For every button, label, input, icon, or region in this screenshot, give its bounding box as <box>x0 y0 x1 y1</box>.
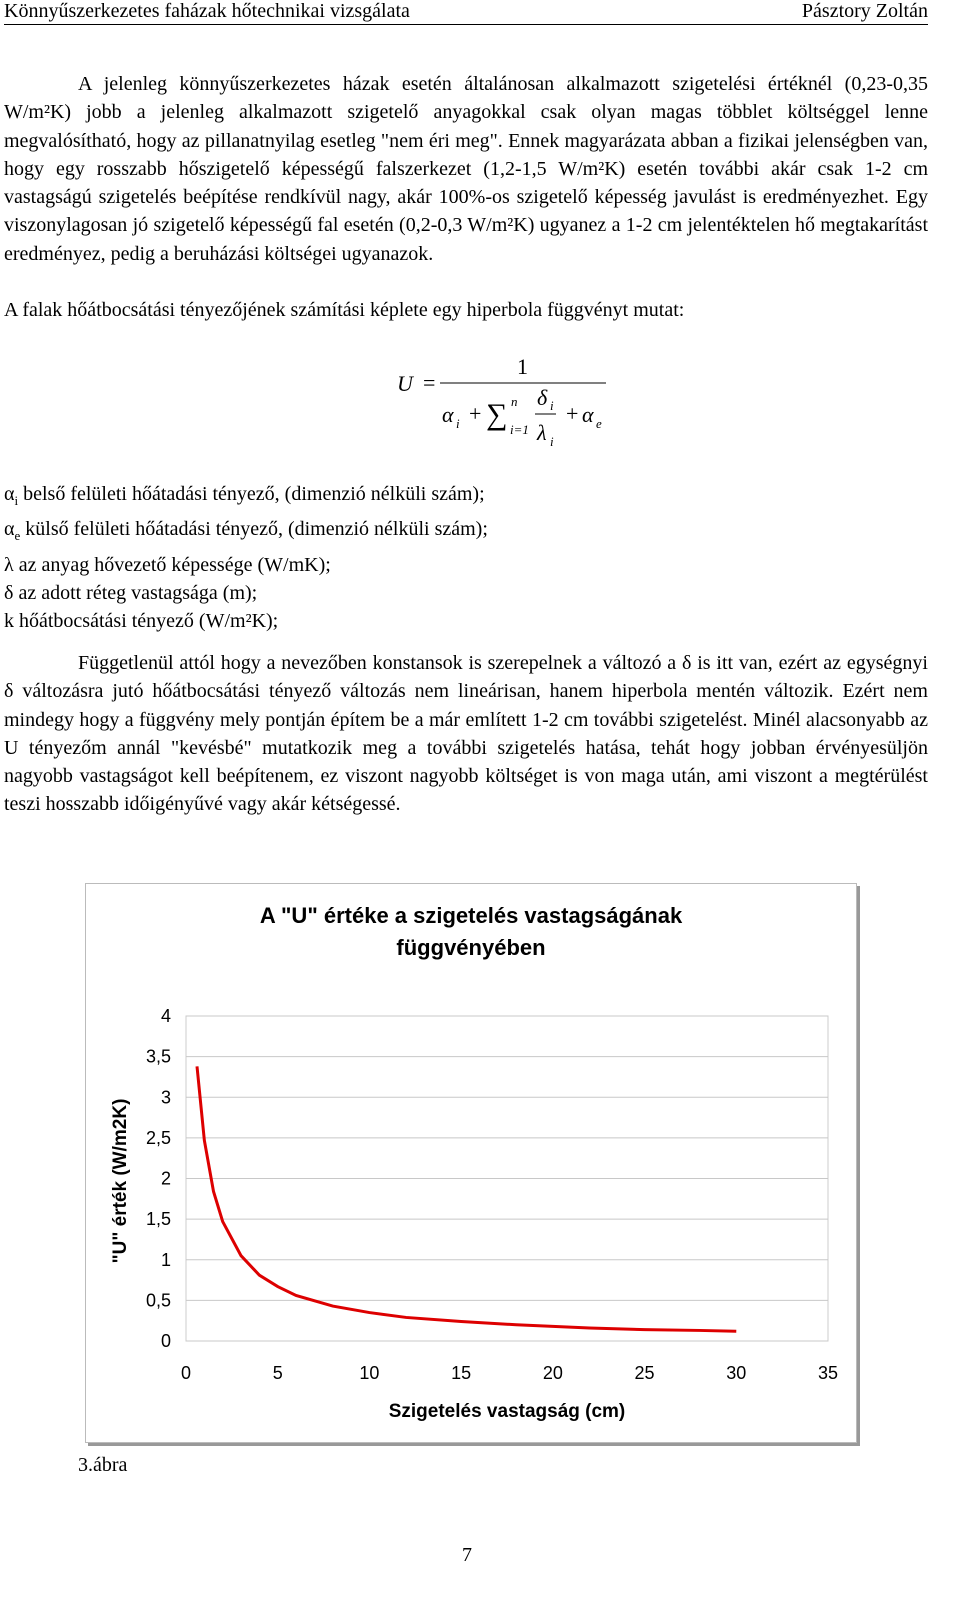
definition-text: hőátbocsátási tényező (W/m²K); <box>14 610 279 633</box>
formula-text: λ <box>536 420 547 445</box>
symbol: λ <box>4 553 14 576</box>
formula-text: δ <box>537 385 548 410</box>
formula: U = 1 α i + ∑ n i=1 δ i λ i + α e <box>397 354 606 449</box>
definition-text: külső felületi hőátadási tényező, (dimen… <box>20 518 488 541</box>
y-tick-label: 0,5 <box>146 1290 171 1310</box>
caption: 3.ábra <box>78 1454 128 1476</box>
formula-text: i <box>550 398 554 413</box>
paragraph: A falak hőátbocsátási tényezőjének számí… <box>4 299 685 321</box>
header-left: Könnyűszerkezetes faházak hőtechnikai vi… <box>4 0 410 22</box>
formula-text: n <box>511 394 518 409</box>
definition: αi belső felületi hőátadási tényező, (di… <box>4 480 488 515</box>
chart-frame: A "U" értéke a szigetelés vastagságának … <box>85 883 857 1443</box>
definition: λ az anyag hővezető képessége (W/mK); <box>4 551 488 579</box>
x-axis-label: Szigetelés vastagság (cm) <box>389 1401 626 1422</box>
header: Könnyűszerkezetes faházak hőtechnikai vi… <box>4 0 928 25</box>
subscript: e <box>14 528 21 544</box>
symbol: δ <box>4 581 14 604</box>
definition: δ az adott réteg vastagsága (m); <box>4 579 488 607</box>
formula-text: + <box>566 401 578 426</box>
x-tick-label: 0 <box>181 1363 191 1383</box>
symbol: k <box>4 610 14 633</box>
symbol: α <box>4 518 15 541</box>
definition-text: az adott réteg vastagsága (m); <box>13 581 258 604</box>
definition: αe külső felületi hőátadási tényező, (di… <box>4 515 488 550</box>
x-tick-label: 20 <box>543 1363 563 1383</box>
x-tick-label: 15 <box>451 1363 471 1383</box>
y-tick-label: 2,5 <box>146 1128 171 1148</box>
formula-text: α <box>582 402 594 427</box>
formula-text: i <box>550 434 554 449</box>
x-tick-label: 25 <box>635 1363 655 1383</box>
definitions: αi belső felületi hőátadási tényező, (di… <box>4 480 488 635</box>
y-tick-label: 3 <box>161 1087 171 1107</box>
y-axis-label: "U" érték (W/m2K) <box>110 1099 131 1264</box>
y-tick-label: 3,5 <box>146 1047 171 1067</box>
formula-text: ∑ <box>486 398 507 431</box>
formula-text: U <box>397 371 415 396</box>
definition-text: az anyag hővezető képessége (W/mK); <box>13 553 331 576</box>
x-tick-label: 30 <box>726 1363 746 1383</box>
header-right: Pásztory Zoltán <box>801 0 928 22</box>
paragraph: A jelenleg könnyűszerkezetes házak eseté… <box>4 73 928 265</box>
page-number: 7 <box>462 1544 472 1566</box>
formula-text: 1 <box>517 354 528 379</box>
y-tick-label: 0 <box>161 1331 171 1351</box>
definition: k hőátbocsátási tényező (W/m²K); <box>4 607 488 635</box>
formula-text: = <box>423 370 435 395</box>
y-tick-label: 1,5 <box>146 1209 171 1229</box>
x-tick-label: 10 <box>359 1363 379 1383</box>
formula-text: α <box>442 402 454 427</box>
data-line <box>195 1066 737 1333</box>
y-tick-label: 2 <box>161 1169 171 1189</box>
formula-text: + <box>469 401 481 426</box>
symbol: α <box>4 483 15 505</box>
definition-text: belső felületi hőátadási tényező, (dimen… <box>18 483 485 505</box>
subscript: i <box>14 493 19 508</box>
x-tick-label: 5 <box>273 1363 283 1383</box>
formula-text: i=1 <box>510 422 529 437</box>
formula-text: e <box>596 416 602 431</box>
y-tick-label: 1 <box>161 1250 171 1270</box>
y-tick-label: 4 <box>161 1006 171 1026</box>
chart: 0 0,5 1 1,5 2 2,5 3 3,5 4 0 5 10 15 20 25 30 35 Szigetelé… <box>110 1006 838 1422</box>
x-tick-label: 35 <box>818 1363 838 1383</box>
chart-title: A "U" értéke a szigetelés vastagságának … <box>259 903 683 960</box>
formula-text: i <box>456 416 460 431</box>
paragraph: Függetlenül attól hogy a nevezőben konst… <box>4 652 928 816</box>
